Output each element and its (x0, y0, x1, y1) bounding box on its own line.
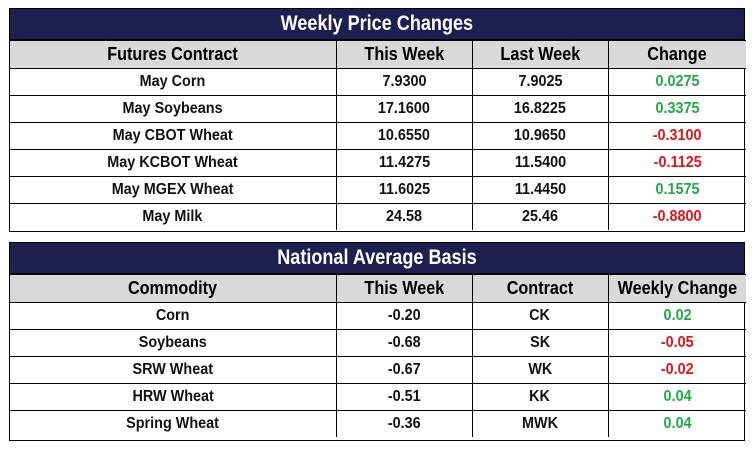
column-header-this-week: This Week (335, 274, 473, 303)
table-row: May Milk 24.58 25.46 -0.8800 (10, 203, 746, 230)
cell-last-week: 11.5400 (471, 149, 609, 177)
header-row: Futures Contract This Week Last Week Cha… (10, 40, 746, 69)
table-row: SRW Wheat -0.67 WK -0.02 (10, 356, 746, 384)
column-header-futures-contract: Futures Contract (10, 40, 337, 69)
cell-weekly-change: -0.05 (607, 329, 746, 357)
table-row: HRW Wheat -0.51 KK 0.04 (10, 383, 746, 411)
cell-change: -0.1125 (607, 149, 746, 177)
cell-last-week: 10.9650 (471, 122, 609, 150)
cell-this-week: -0.67 (335, 356, 473, 384)
cell-commodity: SRW Wheat (10, 356, 337, 384)
cell-this-week: -0.36 (335, 410, 473, 437)
cell-contract: CK (471, 302, 609, 330)
cell-last-week: 16.8225 (471, 95, 609, 123)
cell-this-week: 24.58 (335, 203, 473, 230)
table-row: Spring Wheat -0.36 MWK 0.04 (10, 410, 746, 437)
table-row: Corn -0.20 CK 0.02 (10, 302, 746, 330)
cell-commodity: Corn (10, 302, 337, 330)
cell-weekly-change: 0.04 (607, 410, 746, 437)
cell-this-week: -0.68 (335, 329, 473, 357)
cell-weekly-change: 0.02 (607, 302, 746, 330)
table-row: May Soybeans 17.1600 16.8225 0.3375 (10, 95, 746, 123)
cell-change: 0.1575 (607, 176, 746, 204)
national-average-basis-title: National Average Basis (10, 243, 744, 274)
cell-futures-contract: May CBOT Wheat (10, 122, 337, 150)
cell-weekly-change: 0.04 (607, 383, 746, 411)
cell-futures-contract: May MGEX Wheat (10, 176, 337, 204)
cell-this-week: 7.9300 (335, 68, 473, 96)
header-row: Commodity This Week Contract Weekly Chan… (10, 274, 746, 303)
cell-commodity: Soybeans (10, 329, 337, 357)
national-average-basis-table: National Average Basis Commodity This We… (9, 242, 746, 441)
cell-this-week: 11.4275 (335, 149, 473, 177)
cell-this-week: -0.51 (335, 383, 473, 411)
cell-contract: MWK (471, 410, 609, 437)
cell-last-week: 11.4450 (471, 176, 609, 204)
cell-this-week: -0.20 (335, 302, 473, 330)
cell-this-week: 17.1600 (335, 95, 473, 123)
cell-last-week: 25.46 (471, 203, 609, 230)
weekly-price-changes-grid: Futures Contract This Week Last Week Cha… (10, 40, 746, 230)
table-row: May CBOT Wheat 10.6550 10.9650 -0.3100 (10, 122, 746, 150)
cell-commodity: Spring Wheat (10, 410, 337, 437)
table-row: Soybeans -0.68 SK -0.05 (10, 329, 746, 357)
cell-futures-contract: May KCBOT Wheat (10, 149, 337, 177)
national-average-basis-grid: Commodity This Week Contract Weekly Chan… (10, 274, 746, 437)
column-header-contract: Contract (471, 274, 609, 303)
weekly-price-changes-title: Weekly Price Changes (10, 9, 744, 40)
cell-weekly-change: -0.02 (607, 356, 746, 384)
column-header-commodity: Commodity (10, 274, 337, 303)
cell-contract: SK (471, 329, 609, 357)
cell-change: 0.0275 (607, 68, 746, 96)
cell-this-week: 11.6025 (335, 176, 473, 204)
cell-contract: KK (471, 383, 609, 411)
cell-futures-contract: May Soybeans (10, 95, 337, 123)
table-row: May MGEX Wheat 11.6025 11.4450 0.1575 (10, 176, 746, 204)
table-row: May Corn 7.9300 7.9025 0.0275 (10, 68, 746, 96)
cell-contract: WK (471, 356, 609, 384)
cell-commodity: HRW Wheat (10, 383, 337, 411)
cell-last-week: 7.9025 (471, 68, 609, 96)
column-header-last-week: Last Week (471, 40, 609, 69)
cell-this-week: 10.6550 (335, 122, 473, 150)
column-header-this-week: This Week (335, 40, 473, 69)
cell-change: 0.3375 (607, 95, 746, 123)
cell-futures-contract: May Corn (10, 68, 337, 96)
column-header-change: Change (607, 40, 746, 69)
weekly-price-changes-table: Weekly Price Changes Futures Contract Th… (9, 8, 746, 232)
table-row: May KCBOT Wheat 11.4275 11.5400 -0.1125 (10, 149, 746, 177)
column-header-weekly-change: Weekly Change (607, 274, 746, 303)
cell-change: -0.3100 (607, 122, 746, 150)
cell-futures-contract: May Milk (10, 203, 337, 230)
cell-change: -0.8800 (607, 203, 746, 230)
